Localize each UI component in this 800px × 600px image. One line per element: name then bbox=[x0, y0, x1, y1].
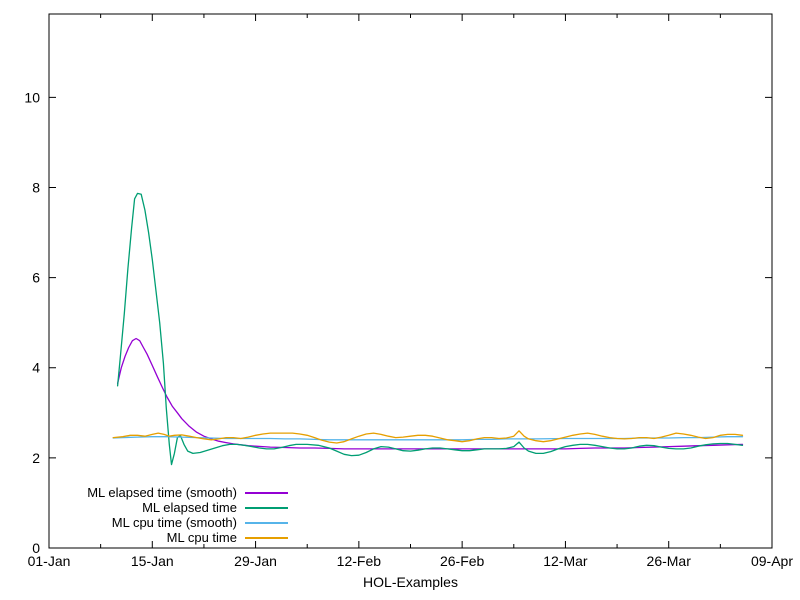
legend-label: ML cpu time (smooth) bbox=[111, 515, 237, 530]
y-tick-label: 0 bbox=[32, 540, 40, 556]
legend-item: ML elapsed time (smooth) bbox=[0, 485, 288, 500]
x-tick-label: 26-Mar bbox=[647, 553, 692, 569]
legend-line-sample bbox=[245, 491, 288, 494]
series-line bbox=[116, 337, 744, 450]
x-tick-label: 26-Feb bbox=[440, 553, 485, 569]
x-tick-label: 29-Jan bbox=[234, 553, 277, 569]
plot-border bbox=[48, 13, 773, 549]
x-tick-label: 01-Jan bbox=[28, 553, 71, 569]
y-tick-label: 4 bbox=[32, 360, 40, 376]
x-tick-label: 12-Mar bbox=[543, 553, 588, 569]
y-tick-label: 6 bbox=[32, 270, 40, 286]
legend-label: ML elapsed time (smooth) bbox=[87, 485, 237, 500]
legend-line-sample bbox=[245, 506, 288, 509]
y-tick-label: 2 bbox=[32, 450, 40, 466]
legend-label: ML cpu time bbox=[166, 530, 237, 545]
y-tick-label: 8 bbox=[32, 179, 40, 195]
legend-item: ML cpu time (smooth) bbox=[0, 515, 288, 530]
legend-line-sample bbox=[245, 521, 288, 524]
series-line bbox=[112, 430, 744, 444]
legend-item: ML cpu time bbox=[0, 530, 288, 545]
legend-label: ML elapsed time bbox=[142, 500, 237, 515]
y-tick-label: 10 bbox=[24, 89, 40, 105]
x-tick-label: 09-Apr bbox=[751, 553, 793, 569]
legend-line-sample bbox=[245, 536, 288, 539]
legend: ML elapsed time (smooth) ML elapsed time… bbox=[0, 485, 288, 545]
x-tick-label: 12-Feb bbox=[337, 553, 382, 569]
legend-item: ML elapsed time bbox=[0, 500, 288, 515]
series-line bbox=[116, 192, 744, 466]
x-tick-label: 15-Jan bbox=[131, 553, 174, 569]
x-axis-title: HOL-Examples bbox=[363, 574, 458, 590]
